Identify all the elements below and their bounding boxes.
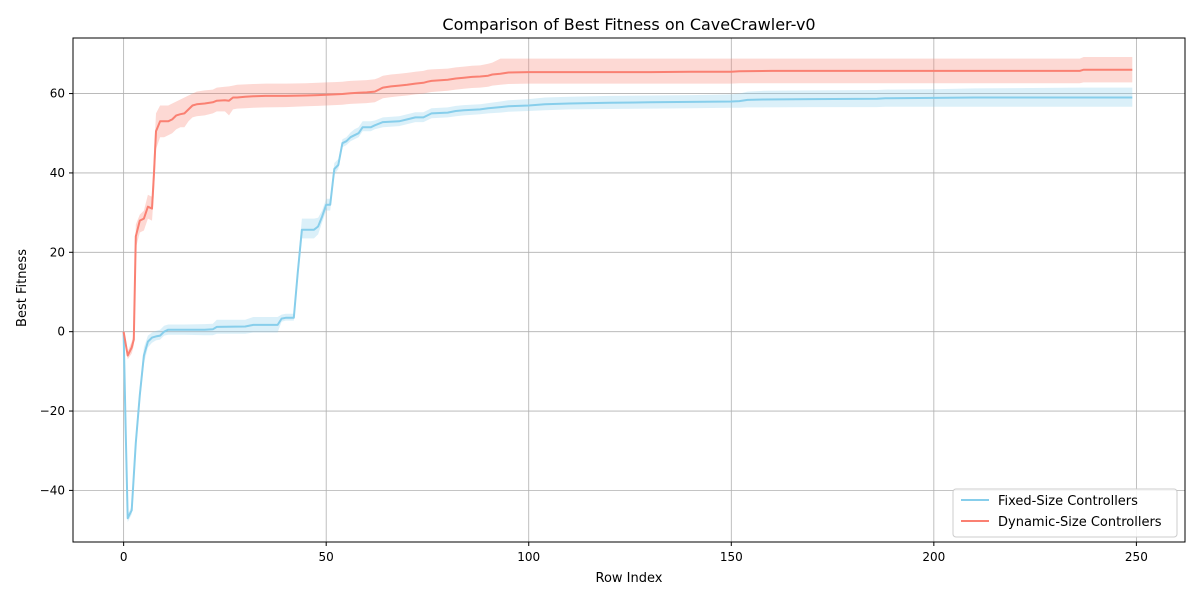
y-tick-label: 40 — [50, 166, 65, 180]
y-axis-label: Best Fitness — [15, 249, 30, 327]
x-tick-label: 150 — [720, 550, 743, 564]
plot-area-frame — [72, 37, 1186, 543]
legend-label-fixed: Fixed-Size Controllers — [998, 494, 1138, 509]
x-tick-label: 100 — [517, 550, 540, 564]
y-tick-label: 0 — [57, 325, 65, 339]
series-layer — [122, 57, 1133, 523]
x-tick-label: 250 — [1125, 550, 1148, 564]
legend-box — [952, 488, 1178, 538]
y-tick-label: 60 — [50, 87, 65, 101]
legend: Fixed-Size Controllers Dynamic-Size Cont… — [952, 488, 1178, 538]
x-tick-label: 0 — [120, 550, 128, 564]
axis-ticks: 0 50 100 150 200 250 −40 −20 0 20 40 60 — [40, 87, 1148, 564]
series-line-dynamic — [122, 68, 1133, 357]
x-tick-label: 50 — [319, 550, 334, 564]
x-tick-label: 200 — [922, 550, 945, 564]
legend-label-dynamic: Dynamic-Size Controllers — [998, 515, 1162, 530]
x-axis-label: Row Index — [596, 571, 663, 586]
y-tick-label: −40 — [40, 483, 65, 497]
y-tick-label: −20 — [40, 404, 65, 418]
chart-title: Comparison of Best Fitness on CaveCrawle… — [442, 15, 815, 34]
series-line-fixed — [122, 96, 1133, 520]
confidence-band-dynamic — [123, 57, 1133, 360]
y-tick-label: 20 — [50, 245, 65, 259]
